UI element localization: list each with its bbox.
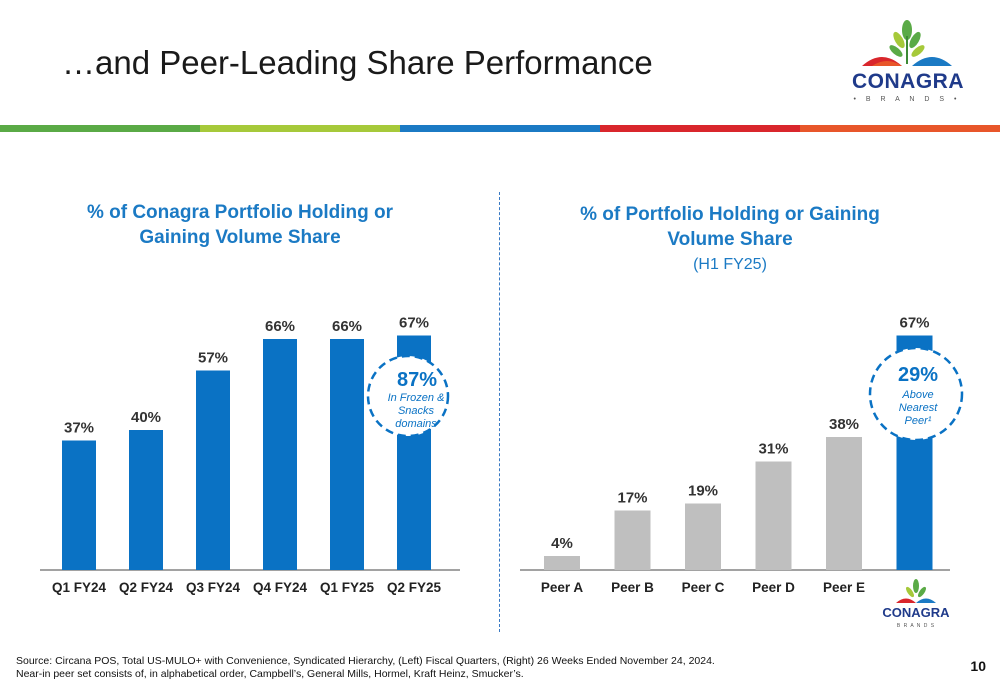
right-callout-circle (868, 346, 964, 442)
value-label-1-0: 4% (551, 535, 573, 552)
small-leaf-icon (913, 579, 919, 593)
color-stripe (0, 125, 1000, 132)
value-label-1-3: 31% (758, 441, 788, 458)
source-line-1: Source: Circana POS, Total US-MULO+ with… (16, 655, 715, 667)
slide-title: …and Peer-Leading Share Performance (62, 44, 653, 81)
left-callout: 87% In Frozen & Snacks domains (366, 354, 450, 438)
value-label-0-1: 40% (131, 409, 161, 426)
bar-0-0 (62, 440, 96, 570)
right-callout-line1: Above (901, 389, 933, 401)
value-label-0-5: 67% (399, 315, 429, 332)
stripe-lime (200, 125, 400, 132)
stripe-red (600, 125, 800, 132)
source-line-2: Near-in peer set consists of, in alphabe… (16, 668, 524, 680)
right-title-line1: % of Portfolio Holding or Gaining (580, 204, 880, 225)
left-callout-line3: domains (395, 418, 437, 430)
source-note: Source: Circana POS, Total US-MULO+ with… (16, 655, 715, 681)
category-label-1-4: Peer E (823, 580, 865, 595)
value-label-1-2: 19% (688, 483, 718, 500)
left-panel-title: % of Conagra Portfolio Holding or Gainin… (30, 200, 450, 250)
right-title-line2: Volume Share (667, 229, 793, 250)
bar-1-2 (685, 503, 721, 570)
bar-0-1 (129, 430, 163, 570)
bar-0-4 (330, 339, 364, 570)
stripe-green (0, 125, 200, 132)
value-label-1-5: 67% (899, 315, 929, 332)
stripe-orange (800, 125, 1000, 132)
bar-1-3 (755, 461, 792, 570)
category-label-0-0: Q1 FY24 (52, 580, 107, 595)
category-label-0-5: Q2 FY25 (387, 580, 442, 595)
stripe-blue (400, 125, 600, 132)
category-label-0-3: Q4 FY24 (253, 580, 308, 595)
value-label-0-2: 57% (198, 350, 228, 367)
bar-0-2 (196, 370, 230, 570)
right-panel-title: % of Portfolio Holding or Gaining Volume… (520, 202, 940, 277)
category-label-1-1: Peer B (611, 580, 654, 595)
left-bar-chart: 37% Q1 FY24 40% Q2 FY24 57% Q3 FY24 66% Q4 FY24… (40, 315, 460, 595)
right-title-subtitle: (H1 FY25) (693, 256, 767, 273)
bar-1-4 (826, 437, 862, 570)
category-label-1-2: Peer C (682, 580, 725, 595)
leaf-icon (862, 20, 952, 66)
value-label-1-1: 17% (617, 490, 647, 507)
left-callout-line2: Snacks (398, 405, 435, 417)
logo-wordmark: CONAGRA (852, 70, 964, 93)
left-title-line1: % of Conagra Portfolio Holding or (86, 202, 394, 223)
bar-1-1 (614, 510, 651, 570)
category-label-0-1: Q2 FY24 (119, 580, 174, 595)
small-logo-sub: B R A N D S (897, 623, 935, 629)
small-conagra-logo: CONAGRA B R A N D S (882, 579, 950, 629)
right-callout-value: 29% (898, 364, 938, 386)
value-label-0-0: 37% (64, 420, 94, 437)
right-callout: 29% Above Nearest Peer¹ (868, 346, 964, 442)
small-logo-word: CONAGRA (882, 605, 950, 620)
category-label-0-4: Q1 FY25 (320, 580, 375, 595)
value-label-1-4: 38% (829, 416, 859, 433)
bar-1-0 (544, 556, 580, 570)
right-callout-line3: Peer¹ (905, 415, 932, 427)
right-callout-line2: Nearest (899, 402, 938, 414)
conagra-logo: CONAGRA • B R A N D S • (852, 18, 964, 108)
left-callout-value: 87% (397, 369, 437, 391)
category-label-0-2: Q3 FY24 (186, 580, 241, 595)
category-label-1-3: Peer D (752, 580, 795, 595)
bar-0-3 (263, 339, 297, 570)
value-label-0-4: 66% (332, 318, 362, 335)
left-callout-circle (366, 354, 450, 438)
category-label-1-0: Peer A (541, 580, 584, 595)
left-title-line2: Gaining Volume Share (139, 227, 341, 248)
left-callout-line1: In Frozen & (388, 392, 445, 404)
right-bar-chart: 4% Peer A 17% Peer B 19% Peer C 31% Peer D 38% Pe… (520, 315, 950, 595)
logo-subtext: • B R A N D S • (853, 96, 961, 103)
panel-divider (499, 192, 500, 632)
page-number: 10 (970, 658, 986, 674)
value-label-0-3: 66% (265, 318, 295, 335)
